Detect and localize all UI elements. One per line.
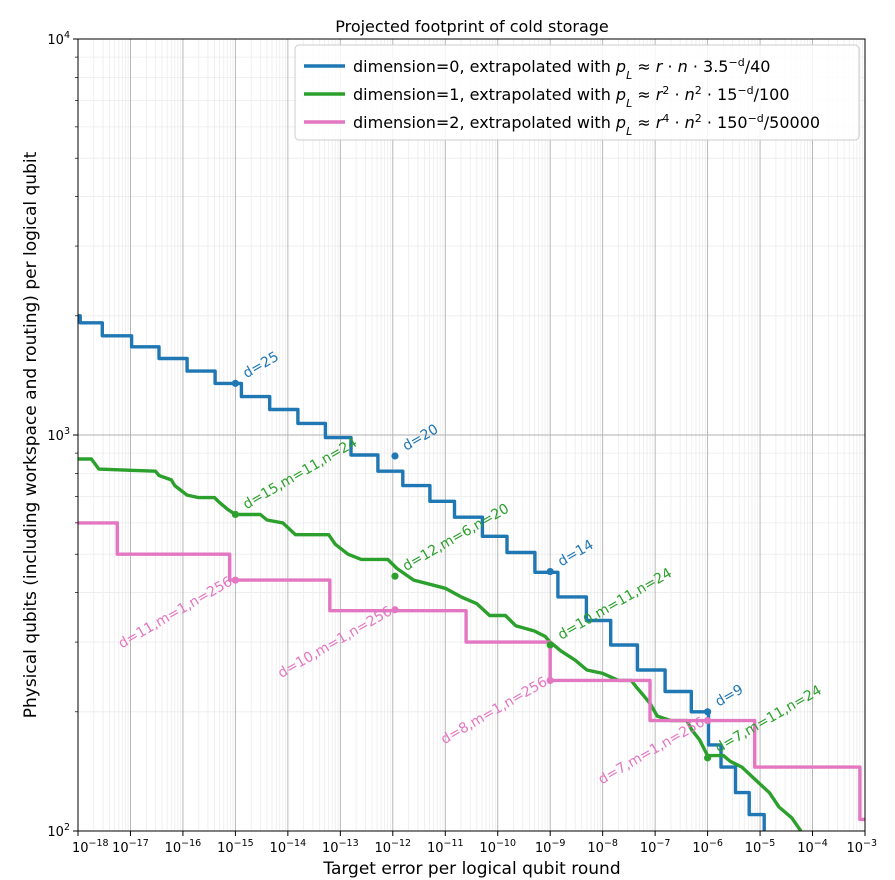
legend-entry: dimension=2, extrapolated with pL ≈ r4 ·… <box>353 112 820 138</box>
x-tick-label: 10−18 <box>72 838 109 856</box>
x-tick-label: 10−15 <box>217 838 254 856</box>
x-tick-label: 10−8 <box>587 838 618 856</box>
x-tick-label: 10−6 <box>692 838 723 856</box>
series-layer <box>78 314 865 831</box>
annotation-marker <box>704 754 712 762</box>
x-tick-label: 10−16 <box>165 838 202 856</box>
annotation-marker <box>231 510 239 519</box>
annotation-marker <box>231 379 239 387</box>
x-tick-label: 10−13 <box>322 838 359 856</box>
legend-entry: dimension=1, extrapolated with pL ≈ r2 ·… <box>353 84 790 110</box>
annotation-marker <box>546 567 554 576</box>
y-axis-label: Physical qubits (including workspace and… <box>21 151 41 718</box>
x-tick-label: 10−14 <box>270 838 307 856</box>
annotation-marker <box>704 708 712 716</box>
y-tick-label: 102 <box>47 822 70 840</box>
y-tick-label: 104 <box>47 30 70 48</box>
chart-title: Projected footprint of cold storage <box>335 17 609 36</box>
x-axis-label: Target error per logical qubit round <box>322 859 620 879</box>
annotation-marker <box>391 452 399 460</box>
series-line-dimension-0 <box>78 314 766 831</box>
annotation-marker <box>546 641 554 649</box>
legend: dimension=0, extrapolated with pL ≈ r · … <box>294 44 860 141</box>
x-tick-label: 10−3 <box>846 838 877 856</box>
x-tick-label: 10−4 <box>797 838 828 856</box>
legend-entry: dimension=0, extrapolated with pL ≈ r · … <box>353 56 770 82</box>
series-line-dimension-2 <box>78 521 865 822</box>
series-line-dimension-1 <box>78 457 803 831</box>
legend-box <box>294 44 860 141</box>
annotation-marker <box>391 606 399 614</box>
annotation-marker <box>704 717 712 725</box>
x-tick-label: 10−5 <box>745 838 776 856</box>
axis-ticks: 10−18 10−17 10−16 10−15 10−14 10−13 10−12 10−11… <box>47 30 877 856</box>
annotation-marker <box>231 576 239 584</box>
x-tick-label: 10−11 <box>427 838 464 856</box>
annotation-marker <box>391 572 399 580</box>
x-tick-label: 10−7 <box>640 838 671 856</box>
y-tick-label: 103 <box>47 426 70 444</box>
annotation-marker <box>546 676 554 685</box>
x-tick-label: 10−10 <box>479 838 516 856</box>
x-tick-label: 10−9 <box>535 838 566 856</box>
x-tick-label: 10−12 <box>374 838 411 856</box>
x-tick-label: 10−17 <box>112 838 149 856</box>
